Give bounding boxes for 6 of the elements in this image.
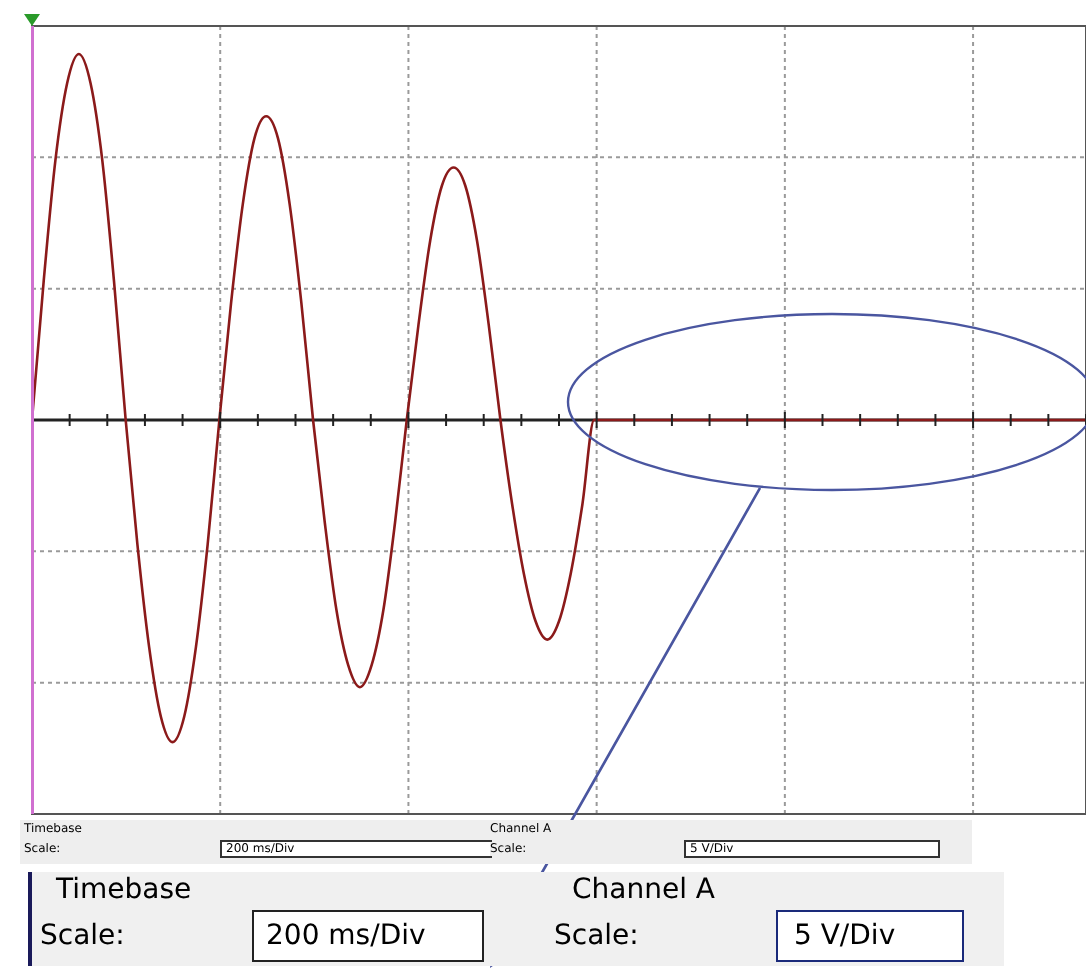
text: Channel A (572, 874, 716, 906)
text: Scale: (554, 920, 639, 952)
text: 5 V/Div (776, 910, 964, 962)
text: Scale: (40, 920, 125, 952)
text: Timebase (56, 874, 192, 906)
text: 200 ms/Div (252, 910, 484, 962)
